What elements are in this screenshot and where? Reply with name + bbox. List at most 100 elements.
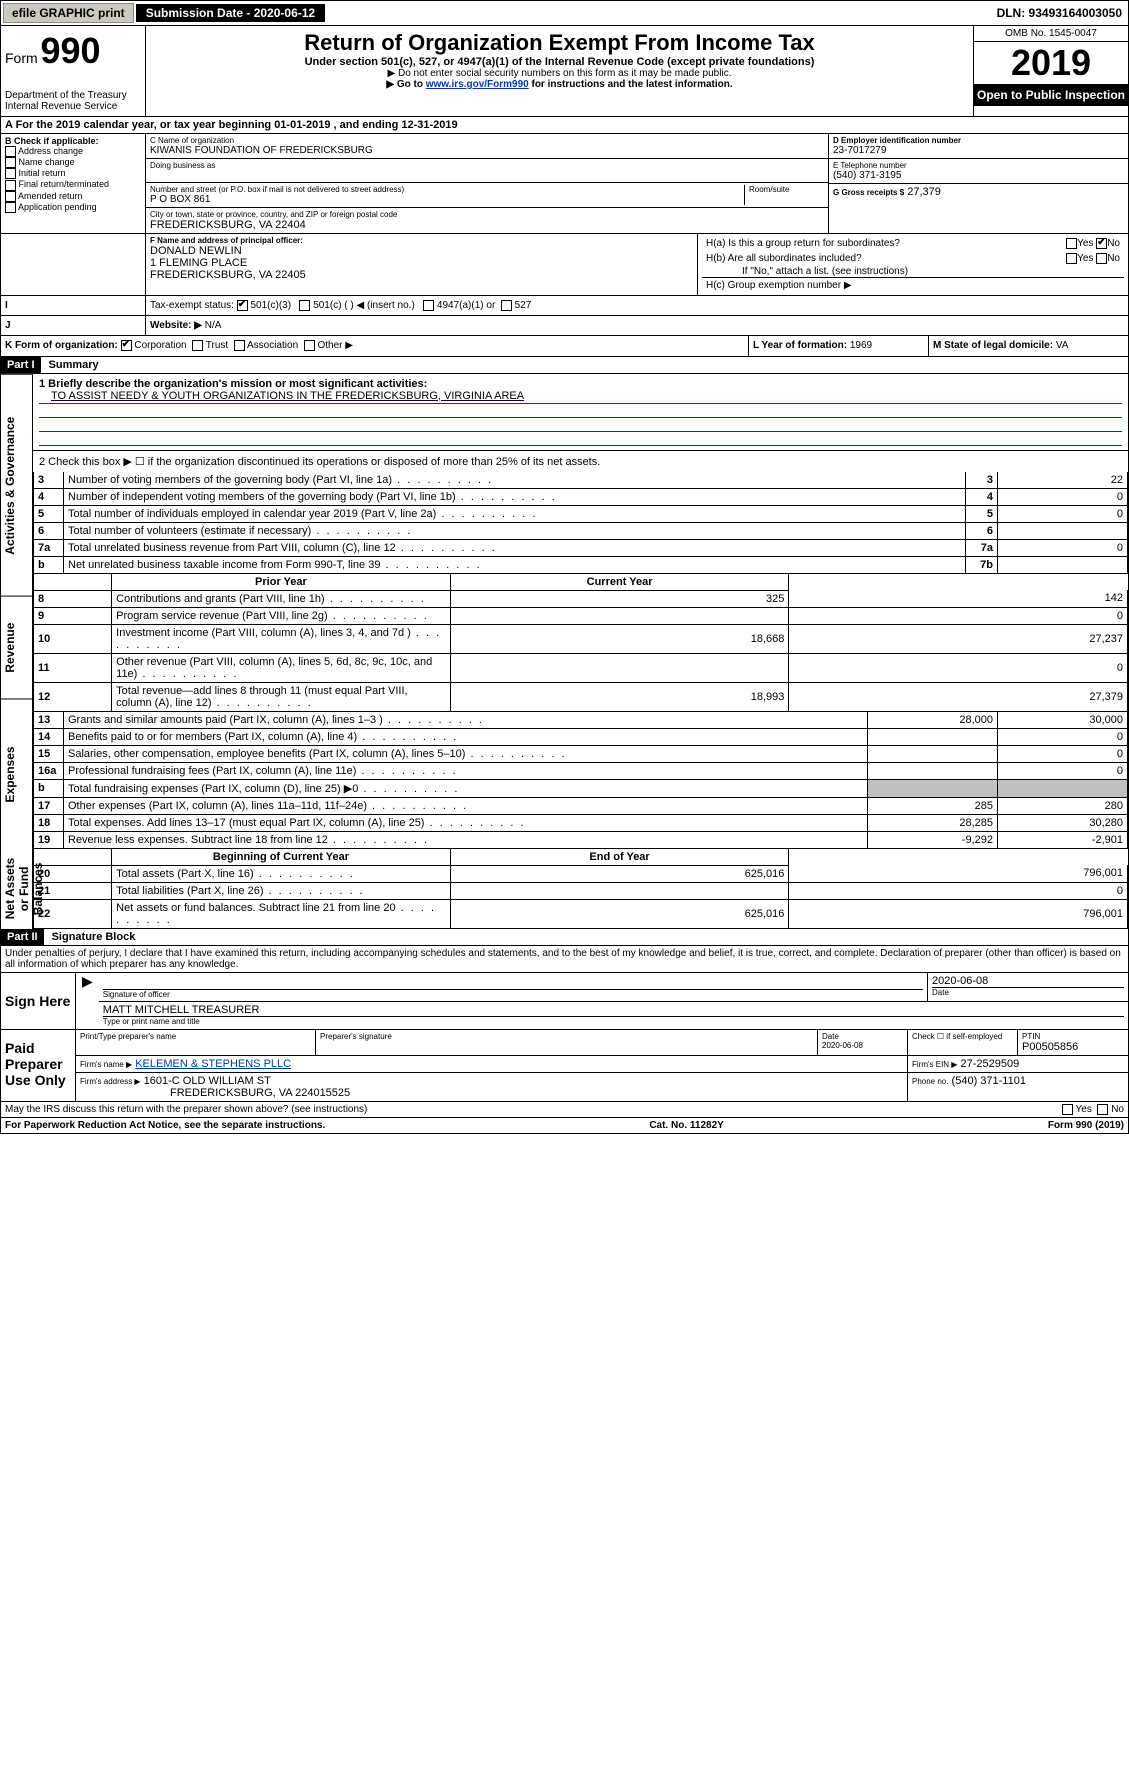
check-trust[interactable] bbox=[192, 340, 203, 351]
prep-sig-label: Preparer's signature bbox=[320, 1032, 813, 1041]
end-year-header: End of Year bbox=[450, 849, 789, 866]
line2-text: 2 Check this box ▶ ☐ if the organization… bbox=[33, 451, 1128, 472]
ssn-note: ▶ Do not enter social security numbers o… bbox=[154, 68, 965, 79]
efile-print-button[interactable]: efile GRAPHIC print bbox=[3, 3, 134, 23]
vlabel-expenses: Expenses bbox=[1, 698, 32, 849]
prep-print-label: Print/Type preparer's name bbox=[80, 1032, 311, 1041]
checkbox-address-change[interactable] bbox=[5, 146, 16, 157]
table-row: 6Total number of volunteers (estimate if… bbox=[34, 522, 1128, 539]
form990-link[interactable]: www.irs.gov/Form990 bbox=[426, 79, 529, 90]
period-text: A For the 2019 calendar year, or tax yea… bbox=[1, 117, 1128, 133]
table-row: 22Net assets or fund balances. Subtract … bbox=[34, 899, 1128, 928]
part1-body: Activities & Governance Revenue Expenses… bbox=[0, 374, 1129, 929]
irs-label: Internal Revenue Service bbox=[5, 101, 141, 112]
table-row: 13Grants and similar amounts paid (Part … bbox=[34, 712, 1128, 729]
firm-addr1: 1601-C OLD WILLIAM ST bbox=[144, 1075, 271, 1087]
table-row: bTotal fundraising expenses (Part IX, co… bbox=[34, 779, 1128, 797]
hb-label: H(b) Are all subordinates included? bbox=[706, 253, 862, 264]
form-ref: Form 990 (2019) bbox=[1048, 1120, 1124, 1131]
discuss-row: May the IRS discuss this return with the… bbox=[0, 1102, 1129, 1118]
form-label: Form bbox=[5, 50, 38, 66]
form-title: Return of Organization Exempt From Incom… bbox=[154, 30, 965, 56]
table-row: 16aProfessional fundraising fees (Part I… bbox=[34, 762, 1128, 779]
prep-date-label: Date bbox=[822, 1032, 903, 1041]
table-row: 20Total assets (Part X, line 16)625,0167… bbox=[34, 865, 1128, 882]
prep-phone: (540) 371-1101 bbox=[952, 1075, 1026, 1087]
checkbox-amended[interactable] bbox=[5, 191, 16, 202]
checkbox-final-return[interactable] bbox=[5, 180, 16, 191]
addr-value: P O BOX 861 bbox=[150, 194, 744, 205]
form-subtitle: Under section 501(c), 527, or 4947(a)(1)… bbox=[154, 56, 965, 68]
submission-date-label: Submission Date - 2020-06-12 bbox=[136, 4, 325, 22]
ein-label: D Employer identification number bbox=[833, 136, 1124, 145]
hb-no[interactable] bbox=[1096, 253, 1107, 264]
ptin-label: PTIN bbox=[1022, 1032, 1124, 1041]
top-toolbar: efile GRAPHIC print Submission Date - 20… bbox=[0, 0, 1129, 26]
part1-title: Summary bbox=[41, 359, 99, 371]
section-klm: K Form of organization: Corporation Trus… bbox=[0, 336, 1129, 356]
firm-name-label: Firm's name ▶ bbox=[80, 1060, 132, 1069]
table-row: 9Program service revenue (Part VIII, lin… bbox=[34, 607, 1128, 624]
table-row: bNet unrelated business taxable income f… bbox=[34, 556, 1128, 573]
ha-no[interactable] bbox=[1096, 238, 1107, 249]
table-row: 12Total revenue—add lines 8 through 11 (… bbox=[34, 682, 1128, 711]
table-row: 19Revenue less expenses. Subtract line 1… bbox=[34, 831, 1128, 848]
firm-addr-label: Firm's address ▶ bbox=[80, 1077, 141, 1086]
section-b: B Check if applicable: Address change Na… bbox=[1, 134, 146, 233]
city-value: FREDERICKSBURG, VA 22404 bbox=[150, 219, 824, 231]
website-label: Website: ▶ bbox=[150, 320, 202, 331]
city-label: City or town, state or province, country… bbox=[150, 210, 824, 219]
officer-name: DONALD NEWLIN bbox=[150, 245, 693, 257]
net-table: Beginning of Current YearEnd of Year 20T… bbox=[33, 849, 1128, 929]
check-527[interactable] bbox=[501, 300, 512, 311]
declaration-text: Under penalties of perjury, I declare th… bbox=[1, 946, 1128, 972]
preparer-section: Paid Preparer Use Only Print/Type prepar… bbox=[0, 1030, 1129, 1102]
dept-label: Department of the Treasury bbox=[5, 90, 141, 101]
table-row: 18Total expenses. Add lines 13–17 (must … bbox=[34, 814, 1128, 831]
checkbox-name-change[interactable] bbox=[5, 157, 16, 168]
check-assoc[interactable] bbox=[234, 340, 245, 351]
check-corp[interactable] bbox=[121, 340, 132, 351]
begin-year-header: Beginning of Current Year bbox=[112, 849, 451, 866]
officer-addr1: 1 FLEMING PLACE bbox=[150, 257, 693, 269]
ha-yes[interactable] bbox=[1066, 238, 1077, 249]
sig-officer-label: Signature of officer bbox=[103, 989, 923, 999]
hb-yes[interactable] bbox=[1066, 253, 1077, 264]
firm-addr2: FREDERICKSBURG, VA 224015525 bbox=[80, 1087, 903, 1099]
tax-year: 2019 bbox=[974, 42, 1128, 84]
table-row: 7aTotal unrelated business revenue from … bbox=[34, 539, 1128, 556]
discuss-yes[interactable] bbox=[1062, 1104, 1073, 1115]
sign-here-label: Sign Here bbox=[1, 973, 76, 1029]
rev-table: Prior YearCurrent Year 8Contributions an… bbox=[33, 574, 1128, 712]
section-c: C Name of organization KIWANIS FOUNDATIO… bbox=[146, 134, 828, 233]
table-row: 15Salaries, other compensation, employee… bbox=[34, 745, 1128, 762]
phone-label: E Telephone number bbox=[833, 161, 1124, 170]
exp-table: 13Grants and similar amounts paid (Part … bbox=[33, 712, 1128, 849]
table-row: 4Number of independent voting members of… bbox=[34, 488, 1128, 505]
gross-value: 27,379 bbox=[907, 186, 941, 198]
vlabel-governance: Activities & Governance bbox=[1, 374, 32, 597]
preparer-label: Paid Preparer Use Only bbox=[1, 1030, 76, 1101]
prep-check-label: Check ☐ if self-employed bbox=[912, 1032, 1013, 1041]
sign-date: 2020-06-08 bbox=[932, 975, 1124, 987]
prep-phone-label: Phone no. bbox=[912, 1077, 948, 1086]
check-4947[interactable] bbox=[423, 300, 434, 311]
website-value: N/A bbox=[205, 320, 222, 331]
check-501c[interactable] bbox=[299, 300, 310, 311]
exempt-label: Tax-exempt status: bbox=[150, 300, 234, 311]
hb-note: If "No," attach a list. (see instruction… bbox=[702, 266, 1124, 277]
firm-name-link[interactable]: KELEMEN & STEPHENS PLLC bbox=[135, 1058, 291, 1070]
check-other[interactable] bbox=[304, 340, 315, 351]
check-501c3[interactable] bbox=[237, 300, 248, 311]
checkbox-app-pending[interactable] bbox=[5, 202, 16, 213]
sign-section: Sign Here ▶ Signature of officer 2020-06… bbox=[0, 973, 1129, 1030]
line1-block: 1 Briefly describe the organization's mi… bbox=[33, 374, 1128, 451]
part2-title: Signature Block bbox=[44, 931, 136, 943]
discuss-no[interactable] bbox=[1097, 1104, 1108, 1115]
checkbox-initial-return[interactable] bbox=[5, 168, 16, 179]
sign-arrow-icon: ▶ bbox=[76, 973, 99, 1029]
section-b-label: B Check if applicable: bbox=[5, 136, 141, 146]
prep-date-value: 2020-06-08 bbox=[822, 1041, 903, 1050]
table-row: 3Number of voting members of the governi… bbox=[34, 472, 1128, 489]
year-formation-label: L Year of formation: bbox=[753, 340, 847, 351]
